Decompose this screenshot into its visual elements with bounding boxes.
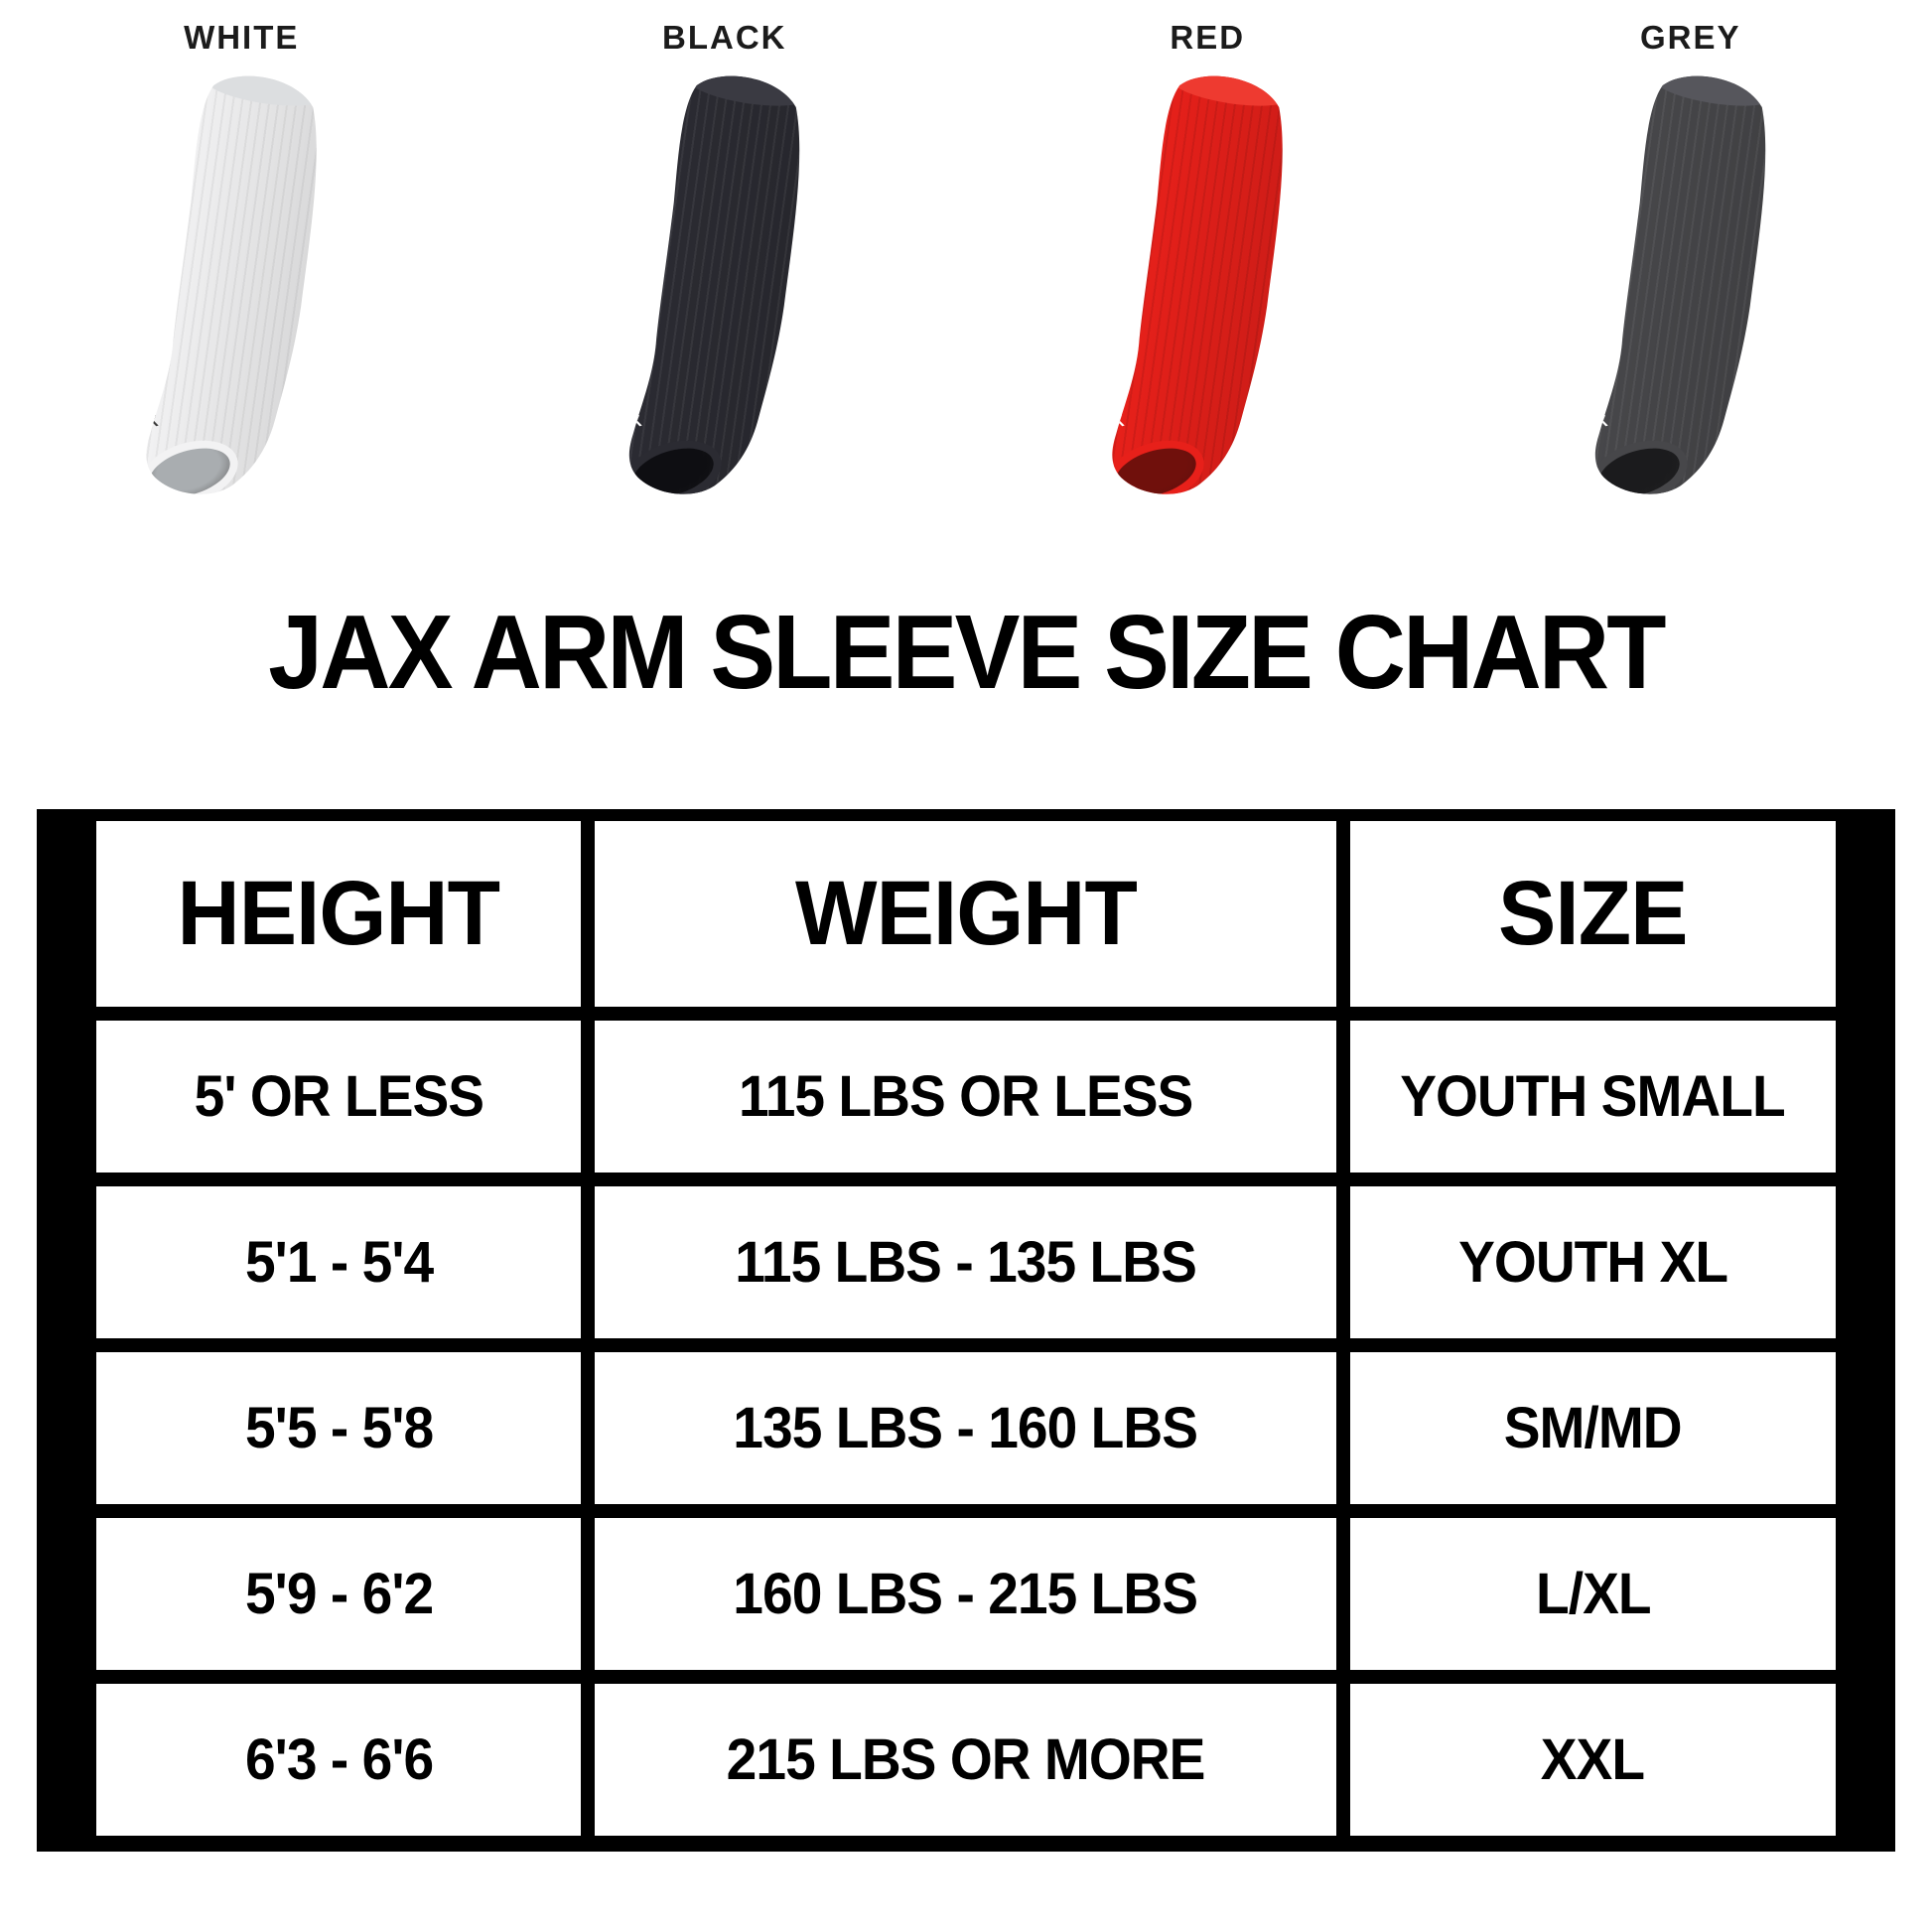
jax-logo-text: AX	[1098, 412, 1128, 435]
jax-logo-text: AX	[1582, 412, 1611, 435]
sleeve-top-band	[1171, 67, 1291, 112]
sleeve-top-band	[1653, 67, 1773, 112]
arm-sleeve-body: AX	[1552, 64, 1810, 500]
sleeve-row: WHITE AX BLACK AX RED AX	[0, 0, 1932, 500]
height-cell-row4: 5'9 - 6'2	[96, 1518, 582, 1671]
weight-cell-row2: 115 LBS - 135 LBS	[595, 1186, 1336, 1339]
sleeve-option-red: RED AX	[966, 16, 1449, 500]
arm-sleeve-image: AX	[1552, 64, 1810, 500]
size-cell-row5: XXL	[1349, 1684, 1836, 1837]
weight-cell-row1: 115 LBS OR LESS	[595, 1021, 1336, 1173]
sleeve-option-black: BLACK AX	[483, 16, 967, 500]
page-title: JAX ARM SLEEVE SIZE CHART	[268, 594, 1666, 711]
size-cell-row2: YOUTH XL	[1349, 1186, 1836, 1339]
weight-cell-row5: 215 LBS OR MORE	[595, 1684, 1336, 1837]
arm-sleeve-image: AX	[586, 64, 844, 500]
weight-cell-row3: 135 LBS - 160 LBS	[595, 1352, 1336, 1505]
size-chart-table: HEIGHT WEIGHT SIZE 5' OR LESS 115 LBS OR…	[37, 809, 1895, 1853]
sleeve-color-label: GREY	[1639, 19, 1741, 56]
sleeve-option-white: WHITE AX	[0, 16, 483, 500]
sleeve-top-band	[687, 67, 807, 112]
arm-sleeve-image: AX	[1068, 64, 1326, 500]
sleeve-cuff-opening	[1110, 440, 1202, 506]
height-cell-row3: 5'5 - 5'8	[96, 1352, 582, 1505]
arm-sleeve-body: AX	[102, 64, 360, 500]
sleeve-option-grey: GREY AX	[1449, 16, 1932, 500]
sleeve-cuff-opening	[144, 440, 236, 506]
arm-sleeve-image: AX	[102, 64, 360, 500]
sleeve-cuff-opening	[626, 440, 719, 506]
column-header-size: SIZE	[1349, 821, 1836, 1008]
sleeve-color-label: RED	[1170, 19, 1246, 56]
size-cell-row3: SM/MD	[1349, 1352, 1836, 1505]
column-header-weight: WEIGHT	[595, 821, 1336, 1008]
height-cell-row2: 5'1 - 5'4	[96, 1186, 582, 1339]
size-cell-row4: L/XL	[1349, 1518, 1836, 1671]
sleeve-color-label: WHITE	[184, 19, 300, 56]
size-cell-row1: YOUTH SMALL	[1349, 1021, 1836, 1173]
height-cell-row5: 6'3 - 6'6	[96, 1684, 582, 1837]
arm-sleeve-body: AX	[586, 64, 844, 500]
sleeve-cuff-opening	[1592, 440, 1685, 506]
weight-cell-row4: 160 LBS - 215 LBS	[595, 1518, 1336, 1671]
jax-logo-text: AX	[616, 412, 645, 435]
jax-logo-text: AX	[132, 412, 162, 435]
height-cell-row1: 5' OR LESS	[96, 1021, 582, 1173]
sleeve-color-label: BLACK	[662, 19, 787, 56]
column-header-height: HEIGHT	[96, 821, 582, 1008]
arm-sleeve-body: AX	[1068, 64, 1326, 500]
sleeve-top-band	[205, 67, 325, 112]
